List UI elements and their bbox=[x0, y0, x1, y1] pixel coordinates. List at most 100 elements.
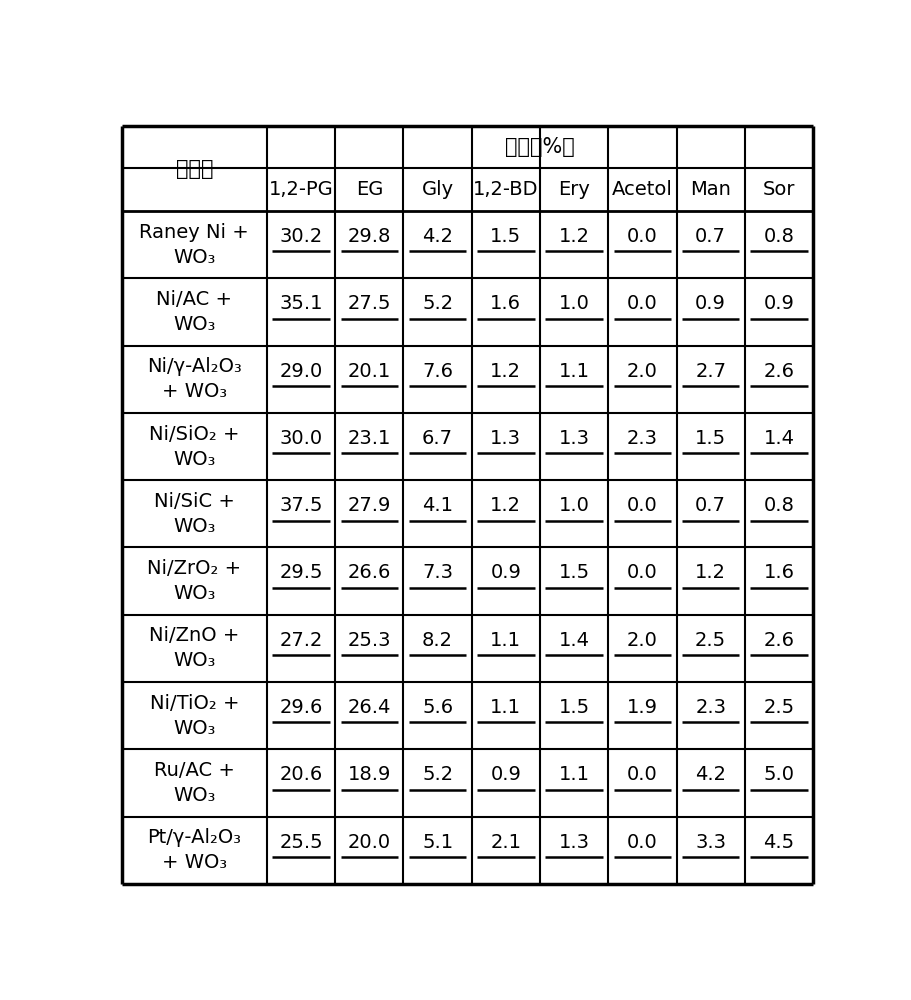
Text: 7.3: 7.3 bbox=[422, 563, 453, 582]
Text: Ni/ZrO₂ +
WO₃: Ni/ZrO₂ + WO₃ bbox=[147, 559, 241, 603]
Text: 5.0: 5.0 bbox=[763, 765, 793, 784]
Text: 2.0: 2.0 bbox=[626, 631, 657, 650]
Text: Man: Man bbox=[690, 180, 731, 199]
Text: 35.1: 35.1 bbox=[279, 294, 322, 313]
Text: 2.1: 2.1 bbox=[490, 833, 521, 852]
Text: Gly: Gly bbox=[421, 180, 453, 199]
Text: 2.0: 2.0 bbox=[626, 362, 657, 381]
Text: Raney Ni +
WO₃: Raney Ni + WO₃ bbox=[139, 223, 249, 267]
Text: 0.0: 0.0 bbox=[627, 833, 657, 852]
Text: 1.0: 1.0 bbox=[558, 294, 589, 313]
Text: 29.6: 29.6 bbox=[279, 698, 322, 717]
Text: 1.3: 1.3 bbox=[558, 429, 589, 448]
Text: 0.8: 0.8 bbox=[763, 496, 793, 515]
Text: 1.1: 1.1 bbox=[558, 765, 589, 784]
Text: 4.2: 4.2 bbox=[422, 227, 453, 246]
Text: 0.0: 0.0 bbox=[627, 563, 657, 582]
Text: 6.7: 6.7 bbox=[422, 429, 453, 448]
Text: Ru/AC +
WO₃: Ru/AC + WO₃ bbox=[154, 761, 234, 805]
Text: Ni/TiO₂ +
WO₃: Ni/TiO₂ + WO₃ bbox=[149, 694, 239, 738]
Text: 尾化剂: 尾化剂 bbox=[176, 159, 213, 179]
Text: 7.6: 7.6 bbox=[422, 362, 453, 381]
Text: 1,2-BD: 1,2-BD bbox=[473, 180, 538, 199]
Text: 8.2: 8.2 bbox=[422, 631, 453, 650]
Text: 25.5: 25.5 bbox=[279, 833, 322, 852]
Text: 1.6: 1.6 bbox=[763, 563, 793, 582]
Text: 4.2: 4.2 bbox=[694, 765, 725, 784]
Text: 0.7: 0.7 bbox=[694, 496, 725, 515]
Text: 27.9: 27.9 bbox=[347, 496, 391, 515]
Text: 2.7: 2.7 bbox=[694, 362, 725, 381]
Text: 26.4: 26.4 bbox=[347, 698, 391, 717]
Text: 18.9: 18.9 bbox=[347, 765, 391, 784]
Text: 37.5: 37.5 bbox=[279, 496, 322, 515]
Text: 5.2: 5.2 bbox=[422, 765, 453, 784]
Text: 23.1: 23.1 bbox=[347, 429, 391, 448]
Text: 29.8: 29.8 bbox=[347, 227, 391, 246]
Text: 1.9: 1.9 bbox=[626, 698, 657, 717]
Text: 1.3: 1.3 bbox=[490, 429, 521, 448]
Text: 25.3: 25.3 bbox=[347, 631, 391, 650]
Text: 2.5: 2.5 bbox=[763, 698, 793, 717]
Text: 29.5: 29.5 bbox=[279, 563, 322, 582]
Text: Ni/γ-Al₂O₃
+ WO₃: Ni/γ-Al₂O₃ + WO₃ bbox=[147, 357, 241, 401]
Text: 1.4: 1.4 bbox=[763, 429, 793, 448]
Text: Ery: Ery bbox=[558, 180, 589, 199]
Text: 1.5: 1.5 bbox=[490, 227, 521, 246]
Text: 1.3: 1.3 bbox=[558, 833, 589, 852]
Text: 20.1: 20.1 bbox=[347, 362, 391, 381]
Text: 0.7: 0.7 bbox=[694, 227, 725, 246]
Text: 1.1: 1.1 bbox=[558, 362, 589, 381]
Text: Ni/ZnO +
WO₃: Ni/ZnO + WO₃ bbox=[149, 626, 240, 670]
Text: 4.5: 4.5 bbox=[763, 833, 793, 852]
Text: 1.2: 1.2 bbox=[490, 362, 521, 381]
Text: 1.2: 1.2 bbox=[558, 227, 589, 246]
Text: Ni/SiO₂ +
WO₃: Ni/SiO₂ + WO₃ bbox=[148, 425, 240, 469]
Text: 0.9: 0.9 bbox=[763, 294, 793, 313]
Text: Acetol: Acetol bbox=[611, 180, 672, 199]
Text: 0.9: 0.9 bbox=[490, 563, 521, 582]
Text: 29.0: 29.0 bbox=[279, 362, 322, 381]
Text: 1.2: 1.2 bbox=[490, 496, 521, 515]
Text: 2.6: 2.6 bbox=[763, 362, 793, 381]
Text: 0.0: 0.0 bbox=[627, 496, 657, 515]
Text: Pt/γ-Al₂O₃
+ WO₃: Pt/γ-Al₂O₃ + WO₃ bbox=[148, 828, 241, 872]
Text: 1.5: 1.5 bbox=[558, 698, 589, 717]
Text: 30.0: 30.0 bbox=[279, 429, 322, 448]
Text: 5.2: 5.2 bbox=[422, 294, 453, 313]
Text: 1.4: 1.4 bbox=[558, 631, 589, 650]
Text: 1.5: 1.5 bbox=[558, 563, 589, 582]
Text: 0.9: 0.9 bbox=[694, 294, 725, 313]
Text: 3.3: 3.3 bbox=[694, 833, 725, 852]
Text: 0.0: 0.0 bbox=[627, 227, 657, 246]
Text: 26.6: 26.6 bbox=[347, 563, 391, 582]
Text: 2.6: 2.6 bbox=[763, 631, 793, 650]
Text: 收率（%）: 收率（%） bbox=[505, 137, 574, 157]
Text: 2.5: 2.5 bbox=[694, 631, 725, 650]
Text: 1.6: 1.6 bbox=[490, 294, 521, 313]
Text: 1.2: 1.2 bbox=[694, 563, 725, 582]
Text: 0.0: 0.0 bbox=[627, 765, 657, 784]
Text: Ni/SiC +
WO₃: Ni/SiC + WO₃ bbox=[154, 492, 234, 536]
Text: EG: EG bbox=[355, 180, 383, 199]
Text: 5.1: 5.1 bbox=[422, 833, 453, 852]
Text: Sor: Sor bbox=[762, 180, 794, 199]
Text: 27.2: 27.2 bbox=[279, 631, 322, 650]
Text: 20.6: 20.6 bbox=[279, 765, 322, 784]
Text: 0.8: 0.8 bbox=[763, 227, 793, 246]
Text: 5.6: 5.6 bbox=[422, 698, 453, 717]
Text: 1,2-PG: 1,2-PG bbox=[269, 180, 333, 199]
Text: 2.3: 2.3 bbox=[694, 698, 725, 717]
Text: Ni/AC +
WO₃: Ni/AC + WO₃ bbox=[156, 290, 232, 334]
Text: 27.5: 27.5 bbox=[347, 294, 391, 313]
Text: 1.0: 1.0 bbox=[558, 496, 589, 515]
Text: 4.1: 4.1 bbox=[422, 496, 453, 515]
Text: 1.1: 1.1 bbox=[490, 698, 521, 717]
Text: 0.0: 0.0 bbox=[627, 294, 657, 313]
Text: 0.9: 0.9 bbox=[490, 765, 521, 784]
Text: 1.1: 1.1 bbox=[490, 631, 521, 650]
Text: 1.5: 1.5 bbox=[694, 429, 725, 448]
Text: 30.2: 30.2 bbox=[279, 227, 322, 246]
Text: 20.0: 20.0 bbox=[347, 833, 391, 852]
Text: 2.3: 2.3 bbox=[626, 429, 657, 448]
